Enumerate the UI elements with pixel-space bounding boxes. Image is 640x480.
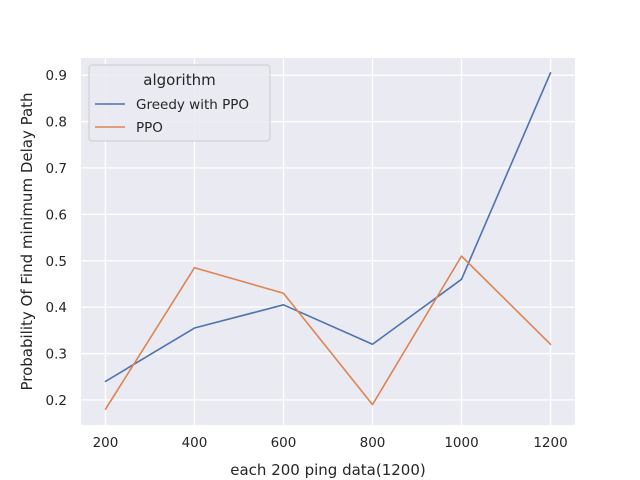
legend: algorithm Greedy with PPO PPO — [88, 64, 271, 142]
x-tick-label: 200 — [93, 435, 119, 451]
legend-entry-label: PPO — [136, 120, 163, 136]
x-tick-label: 800 — [360, 435, 386, 451]
series-line-0 — [104, 72, 552, 383]
y-tick-label: 0.8 — [46, 115, 67, 131]
grid-lines — [81, 58, 575, 425]
y-tick-label: 0.9 — [46, 68, 67, 84]
x-tick-label: 600 — [271, 435, 297, 451]
x-axis-label: each 200 ping data(1200) — [230, 461, 426, 479]
legend-entries: Greedy with PPO PPO — [95, 97, 249, 136]
x-tick-label: 400 — [182, 435, 208, 451]
series-line-1 — [104, 255, 552, 411]
y-tick-label: 0.2 — [46, 393, 67, 409]
y-tick-label: 0.6 — [46, 207, 67, 223]
tick-labels: 200 400 600 800 1000 1200 0.2 0.3 0.4 0.5 0.6 0.7 0.… — [46, 68, 568, 451]
x-tick-label: 1200 — [533, 435, 567, 451]
y-tick-label: 0.7 — [46, 161, 67, 177]
series-lines — [104, 72, 552, 411]
legend-title: algorithm — [143, 71, 215, 89]
legend-entry-label: Greedy with PPO — [136, 97, 249, 113]
x-tick-label: 1000 — [444, 435, 478, 451]
y-tick-label: 0.4 — [46, 300, 67, 316]
y-tick-label: 0.5 — [46, 254, 67, 270]
y-tick-label: 0.3 — [46, 347, 67, 363]
y-axis-label: Probability Of Find minimum Delay Path — [18, 92, 36, 390]
legend-box — [88, 64, 271, 142]
